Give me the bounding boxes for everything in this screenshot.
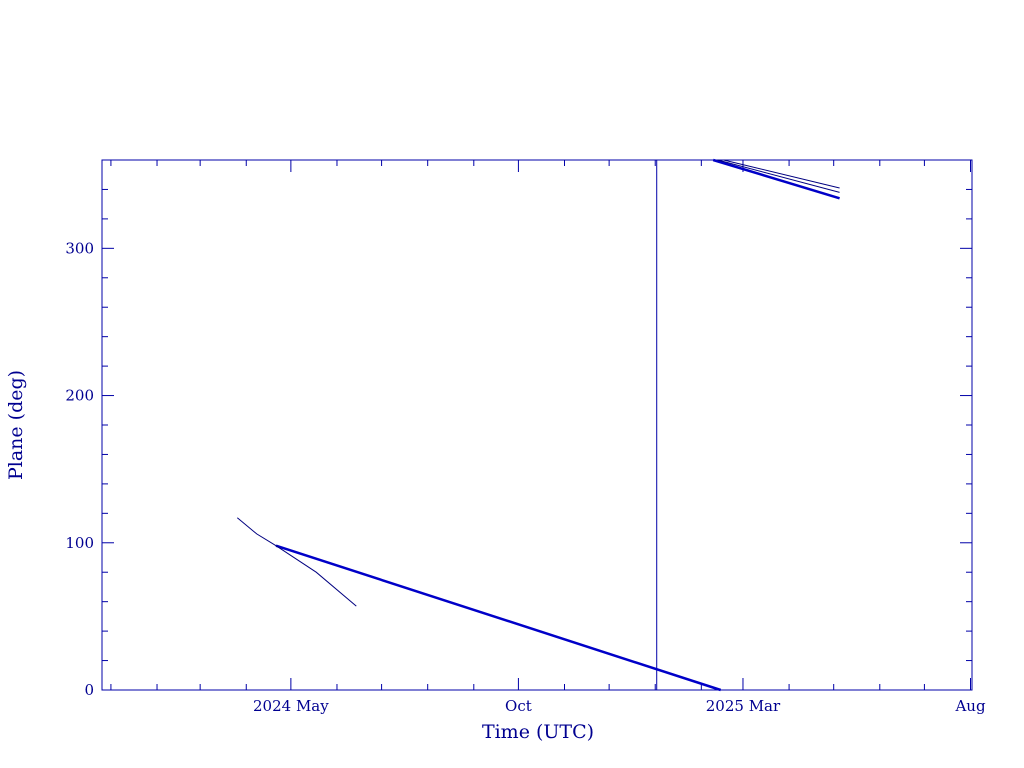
x-tick-label: Oct xyxy=(505,697,532,715)
x-tick-label: Aug xyxy=(954,697,985,715)
y-tick-label: 0 xyxy=(84,681,94,699)
series-line xyxy=(712,158,840,200)
series-line xyxy=(236,517,357,607)
y-axis-label: Plane (deg) xyxy=(5,370,27,480)
y-tick-label: 200 xyxy=(65,387,94,405)
y-tick-label: 100 xyxy=(65,534,94,552)
x-axis-label: Time (UTC) xyxy=(482,721,594,743)
series-line xyxy=(275,544,722,692)
x-tick-label: 2024 May xyxy=(253,697,329,715)
series-line xyxy=(723,159,840,189)
plot-frame xyxy=(101,159,973,691)
x-tick-label: 2025 Mar xyxy=(706,697,781,715)
series-line xyxy=(717,159,840,193)
y-tick-label: 300 xyxy=(65,239,94,257)
